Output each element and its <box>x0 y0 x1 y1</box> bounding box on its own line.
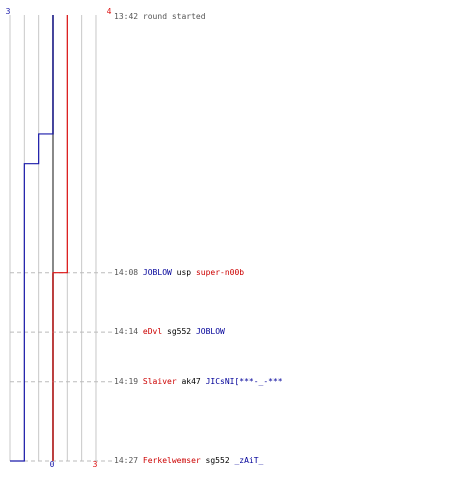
red-end-score: 3 <box>93 460 98 469</box>
event-weapon: usp <box>176 267 192 277</box>
event-victim: super-n00b <box>195 267 245 277</box>
blue-end-score: 0 <box>50 460 55 469</box>
red-team-line <box>52 15 68 461</box>
kill-event: 14:08 JOBLOW usp super-n00b <box>114 268 244 278</box>
event-dashed-lines <box>10 272 112 462</box>
event-killer: Ferkelwemser <box>142 456 201 465</box>
event-time: 14:27 <box>114 456 139 465</box>
kill-event: 14:19 Slaiver ak47 JICsNI[***-_-*** <box>114 377 283 387</box>
kill-event: 14:14 eDvl sg552 JOBLOW <box>114 327 225 337</box>
team-score-lines <box>10 15 68 462</box>
event-victim: _zAiT_ <box>234 456 264 465</box>
event-victim: JOBLOW <box>195 327 225 337</box>
event-victim: JICsNI[***-_-*** <box>205 376 283 386</box>
event-killer: JOBLOW <box>142 267 172 277</box>
event-time: 14:19 <box>114 376 139 386</box>
event-time: 14:08 <box>114 267 139 277</box>
event-description: round started <box>142 12 206 21</box>
event-weapon: sg552 <box>205 456 230 465</box>
blue-team-line <box>10 15 54 462</box>
event-weapon: ak47 <box>181 376 201 386</box>
blue-start-score: 3 <box>6 7 11 16</box>
round-start-event: 13:42 round started <box>114 12 206 22</box>
kill-event: 14:27 Ferkelwemser sg552 _zAiT_ <box>114 456 263 466</box>
event-killer: Slaiver <box>142 376 177 386</box>
event-time: 13:42 <box>114 12 139 21</box>
red-start-score: 4 <box>107 7 112 16</box>
event-time: 14:14 <box>114 327 139 337</box>
event-killer: eDvl <box>142 327 163 337</box>
event-weapon: sg552 <box>167 327 192 337</box>
